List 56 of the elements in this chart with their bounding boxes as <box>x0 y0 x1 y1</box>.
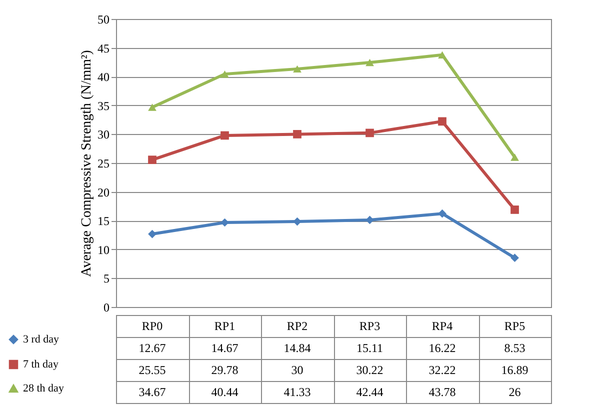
y-tick-label: 15 <box>98 214 110 228</box>
point <box>438 51 446 58</box>
point <box>148 104 156 111</box>
y-tick-label: 5 <box>104 272 110 286</box>
x-tick-label: RP0 <box>142 319 163 333</box>
data-label: 14.84 <box>284 341 311 355</box>
point <box>293 65 302 73</box>
data-label: 34.67 <box>138 385 166 399</box>
y-tick-label: 35 <box>98 98 110 113</box>
x-tick-label: RP3 <box>359 319 380 333</box>
point <box>366 128 374 138</box>
point <box>438 209 446 218</box>
y-axis-title: Average Compressive Strength (N/mm²) <box>80 50 94 277</box>
data-label: 12.67 <box>138 341 166 355</box>
point <box>148 230 156 238</box>
data-label: 25.55 <box>138 363 166 377</box>
legend-label: 3 rd day <box>23 334 60 346</box>
data-label: 30.22 <box>356 363 384 377</box>
x-tick-label: RP4 <box>432 319 453 333</box>
x-tick-label: RP5 <box>504 319 526 333</box>
point <box>366 216 374 224</box>
data-label: 40.44 <box>211 385 238 399</box>
point <box>510 206 519 214</box>
data-label: 43.78 <box>428 385 456 399</box>
data-label: 29.78 <box>211 363 238 377</box>
data-label: 15.11 <box>356 341 384 355</box>
x-tick-label: RP2 <box>286 319 308 333</box>
y-tick-label: 40 <box>98 70 110 84</box>
data-label: 16.89 <box>501 363 528 377</box>
data-label: 26 <box>508 385 521 399</box>
point <box>438 117 446 126</box>
y-tick-label: 10 <box>98 242 110 257</box>
y-tick-label: 30 <box>98 128 110 142</box>
legend-label: 28 th day <box>23 382 64 394</box>
y-tick-label: 50 <box>98 12 110 26</box>
point <box>293 130 302 138</box>
data-label: 8.53 <box>504 341 526 355</box>
point <box>148 156 156 164</box>
point <box>220 131 229 140</box>
data-label: 42.44 <box>356 385 384 399</box>
y-tick-label: 0 <box>104 300 110 314</box>
data-label: 16.22 <box>428 341 456 355</box>
data-label: 41.33 <box>284 385 311 399</box>
y-tick-label: 20 <box>98 185 110 200</box>
point <box>366 58 374 66</box>
legend-label: 7 th day <box>23 358 59 370</box>
data-label: 32.22 <box>428 363 456 377</box>
point <box>293 217 302 226</box>
y-tick-label: 45 <box>98 41 110 56</box>
point <box>510 254 519 262</box>
point <box>220 70 229 78</box>
point <box>510 154 519 161</box>
data-label: 30 <box>291 363 304 377</box>
data-label: 14.67 <box>211 341 238 355</box>
y-tick-label: 25 <box>98 156 110 170</box>
x-tick-label: RP1 <box>214 319 236 333</box>
